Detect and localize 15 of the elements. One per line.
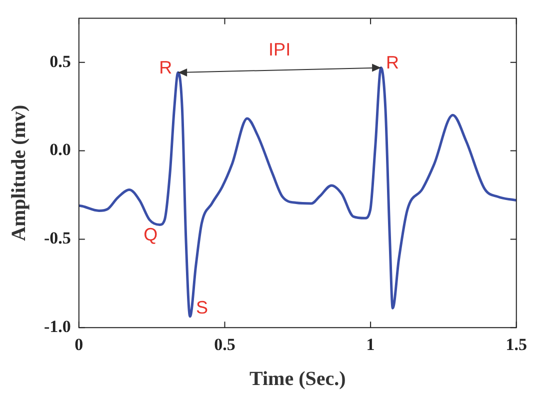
x-tick-label: 1.5 — [506, 335, 527, 354]
x-tick-label: 1 — [366, 335, 375, 354]
x-tick-label: 0 — [74, 335, 84, 354]
x-axis-title: Time (Sec.) — [250, 368, 346, 390]
annotation: Q — [144, 224, 158, 245]
y-tick-label: -1.0 — [44, 316, 71, 336]
y-tick-label: 0.0 — [50, 140, 71, 160]
y-axis-title: Amplitude (mv) — [8, 104, 30, 241]
y-tick-label: -0.5 — [44, 228, 71, 248]
annotation: R — [159, 57, 172, 78]
annotation: R — [386, 52, 400, 73]
y-tick-label: 0.5 — [50, 52, 71, 71]
annotation: S — [196, 297, 208, 318]
annotation: IPI — [268, 40, 291, 60]
x-tick-label: 0.5 — [214, 335, 236, 354]
